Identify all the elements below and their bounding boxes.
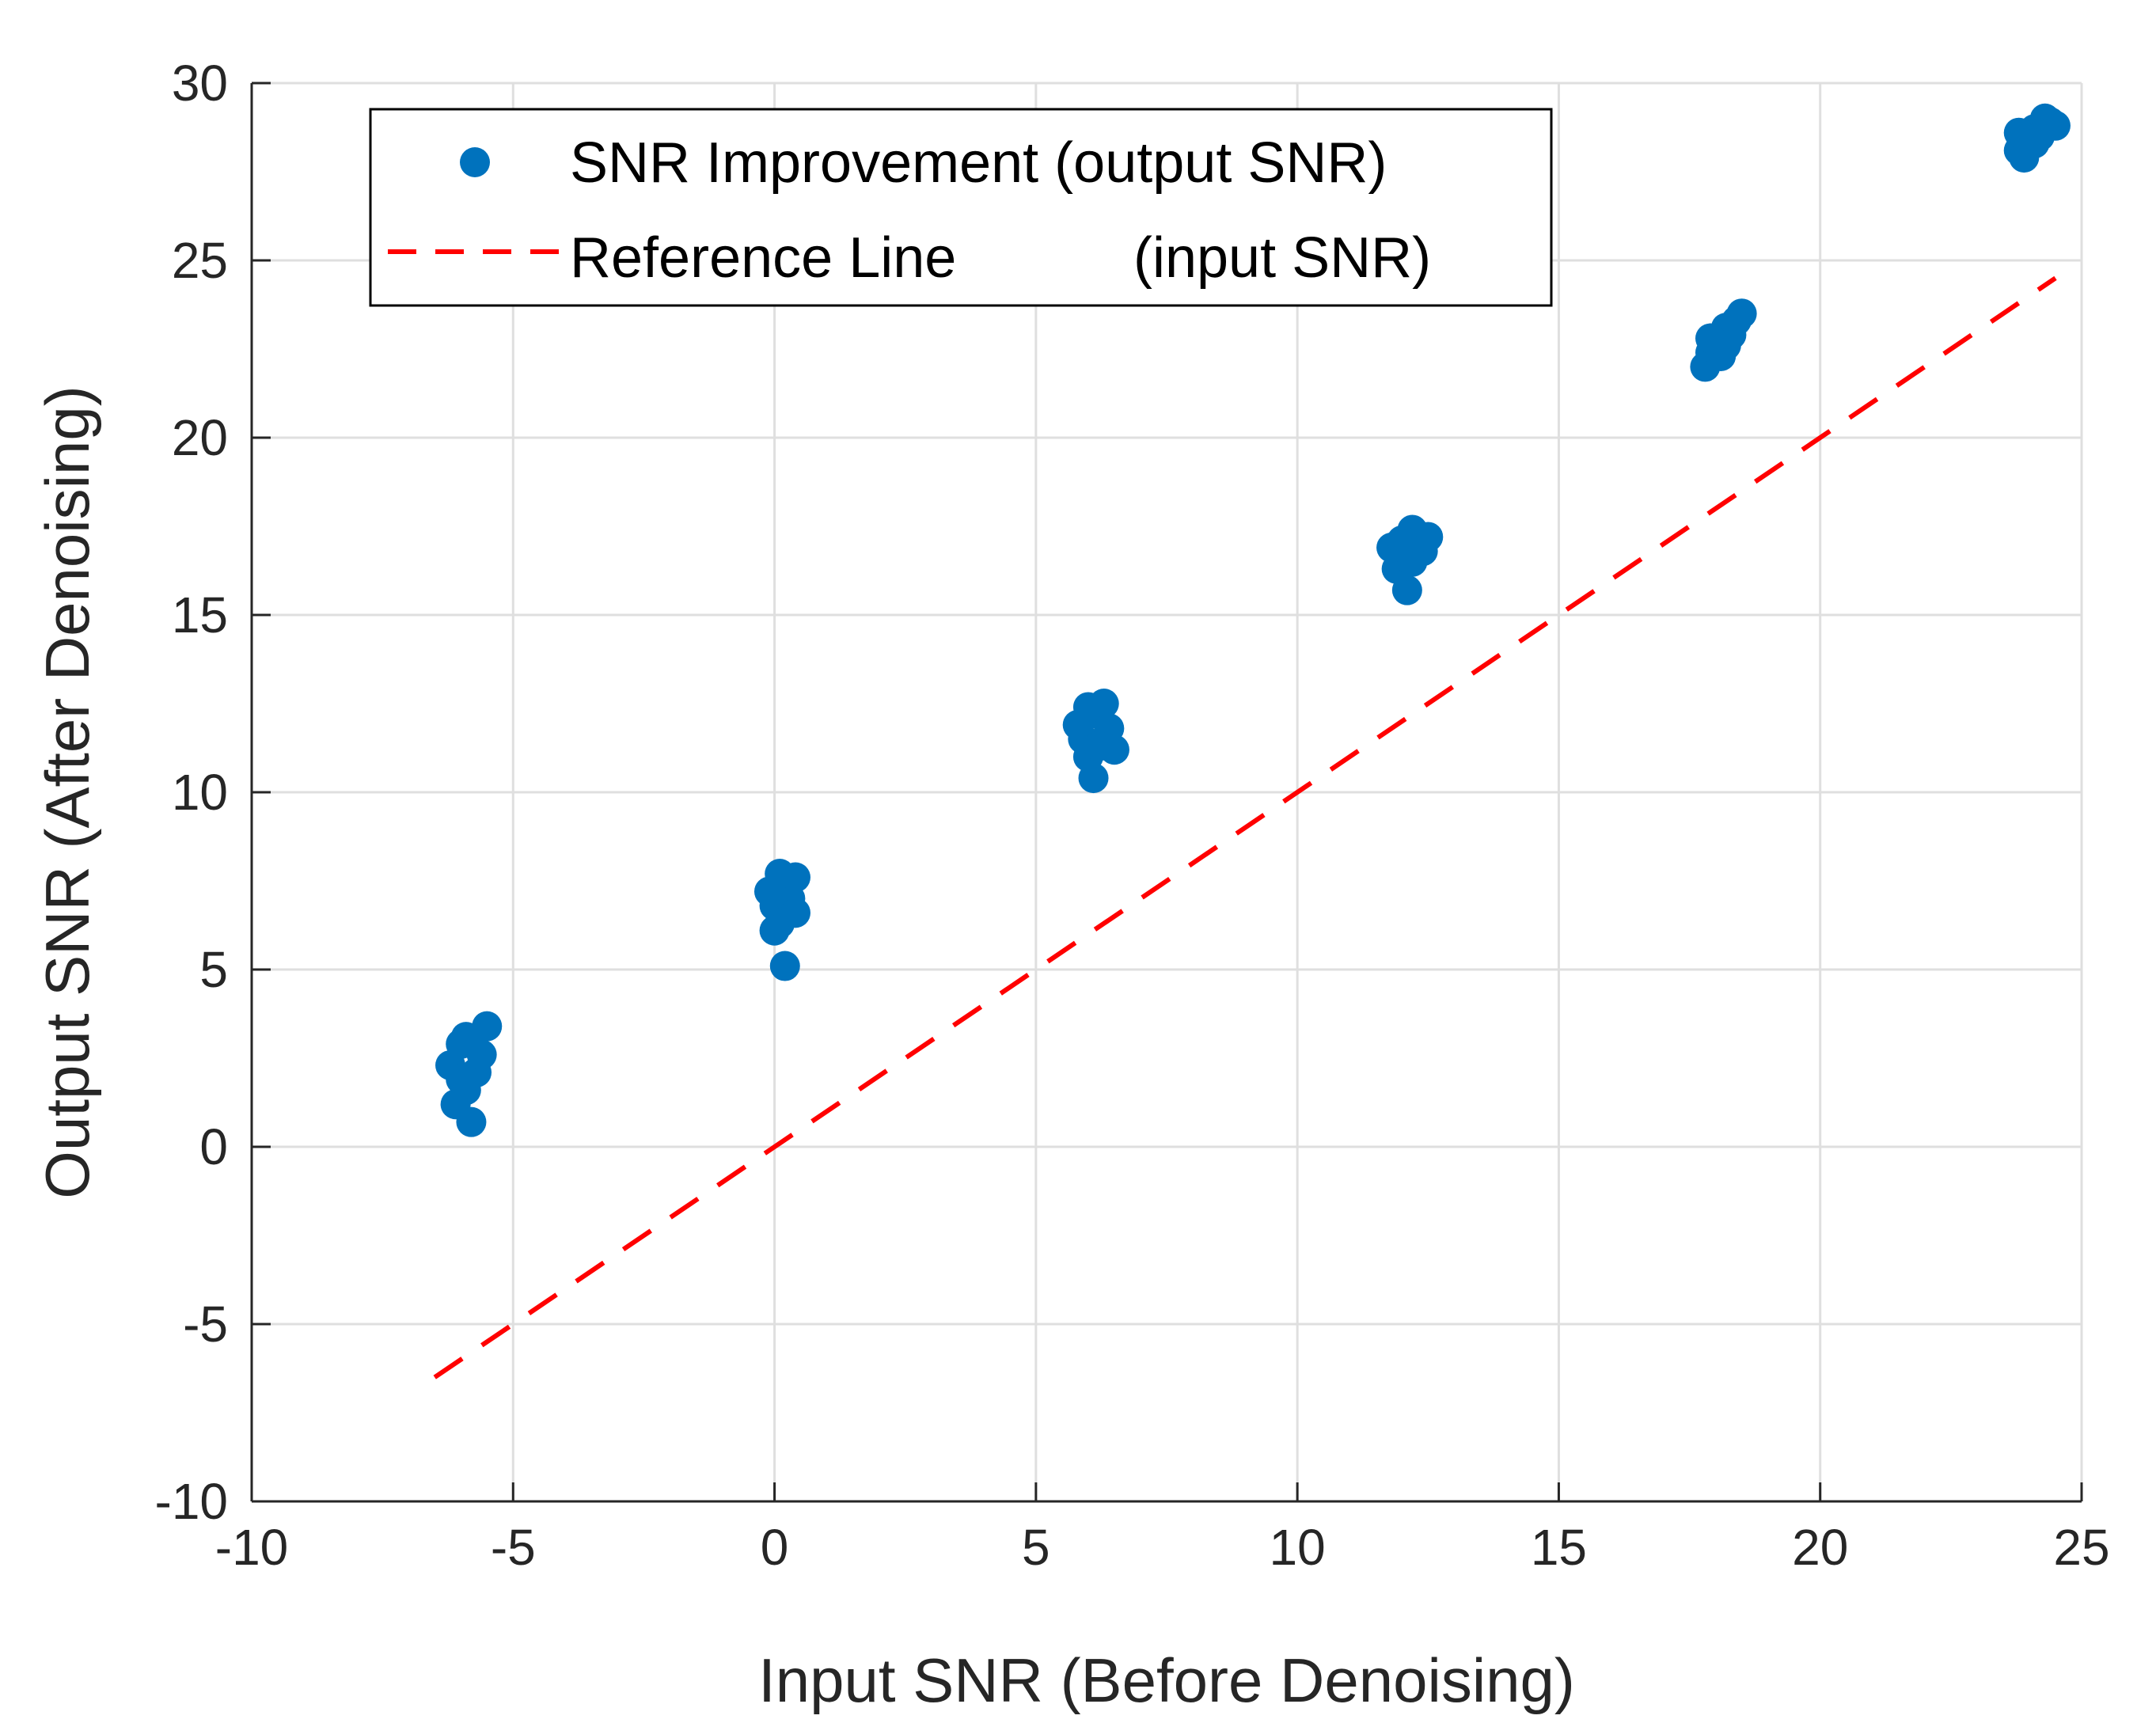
y-tick-label: 20 — [172, 409, 228, 466]
reference-line — [433, 275, 2057, 1380]
scatter-point — [780, 898, 810, 928]
x-axis-label: Input SNR (Before Denoising) — [758, 1645, 1575, 1715]
y-tick-label: 30 — [172, 55, 228, 112]
axes — [250, 82, 2083, 1503]
y-tick-label: 25 — [172, 232, 228, 289]
legend-label-scatter: SNR Improvement (output SNR) — [570, 131, 1387, 195]
scatter-point — [1072, 692, 1103, 723]
x-tick-label: 5 — [1022, 1519, 1050, 1576]
legend-scatter-marker — [460, 147, 490, 177]
y-tick-label: 15 — [172, 586, 228, 643]
x-tick-label: 0 — [761, 1519, 789, 1576]
y-tick-label: -5 — [183, 1296, 228, 1353]
legend: SNR Improvement (output SNR) Reference L… — [369, 108, 1553, 307]
y-tick-label: 10 — [172, 764, 228, 821]
scatter-point — [446, 1064, 476, 1095]
x-tick-label: 20 — [1792, 1519, 1848, 1576]
scatter-point — [440, 1089, 471, 1120]
x-tick-label: 25 — [2053, 1519, 2109, 1576]
scatter-point — [769, 951, 800, 981]
legend-label-reference-suffix: (input SNR) — [1133, 226, 1431, 290]
legend-box — [369, 108, 1553, 307]
y-tick-label: -10 — [155, 1473, 229, 1530]
y-axis-label: Output SNR (After Denoising) — [32, 385, 102, 1198]
x-tick-label: 10 — [1270, 1519, 1326, 1576]
scatter-point — [1710, 330, 1741, 361]
scatter-point — [1387, 525, 1418, 556]
x-tick-label: -10 — [215, 1519, 289, 1576]
tick-labels: -10 -5 0 5 10 15 20 25 -10 -5 0 5 10 15 20 25 30 — [155, 55, 2110, 1576]
x-tick-label: -5 — [491, 1519, 536, 1576]
y-tick-label: 0 — [199, 1118, 228, 1175]
scatter-point — [450, 1022, 481, 1053]
scatter-point — [1413, 522, 1444, 552]
scatter-point — [765, 859, 795, 890]
scatter-point — [2003, 117, 2034, 148]
y-tick-label: 5 — [199, 941, 228, 998]
legend-label-reference: Reference Line — [570, 226, 956, 290]
scatter-point — [1099, 734, 1129, 765]
scatter-point — [1721, 306, 1752, 336]
scatter-point — [759, 915, 790, 946]
scatter-point — [2035, 107, 2066, 138]
grid — [250, 82, 2083, 1503]
x-tick-label: 15 — [1531, 1519, 1587, 1576]
series-layer — [433, 103, 2071, 1380]
